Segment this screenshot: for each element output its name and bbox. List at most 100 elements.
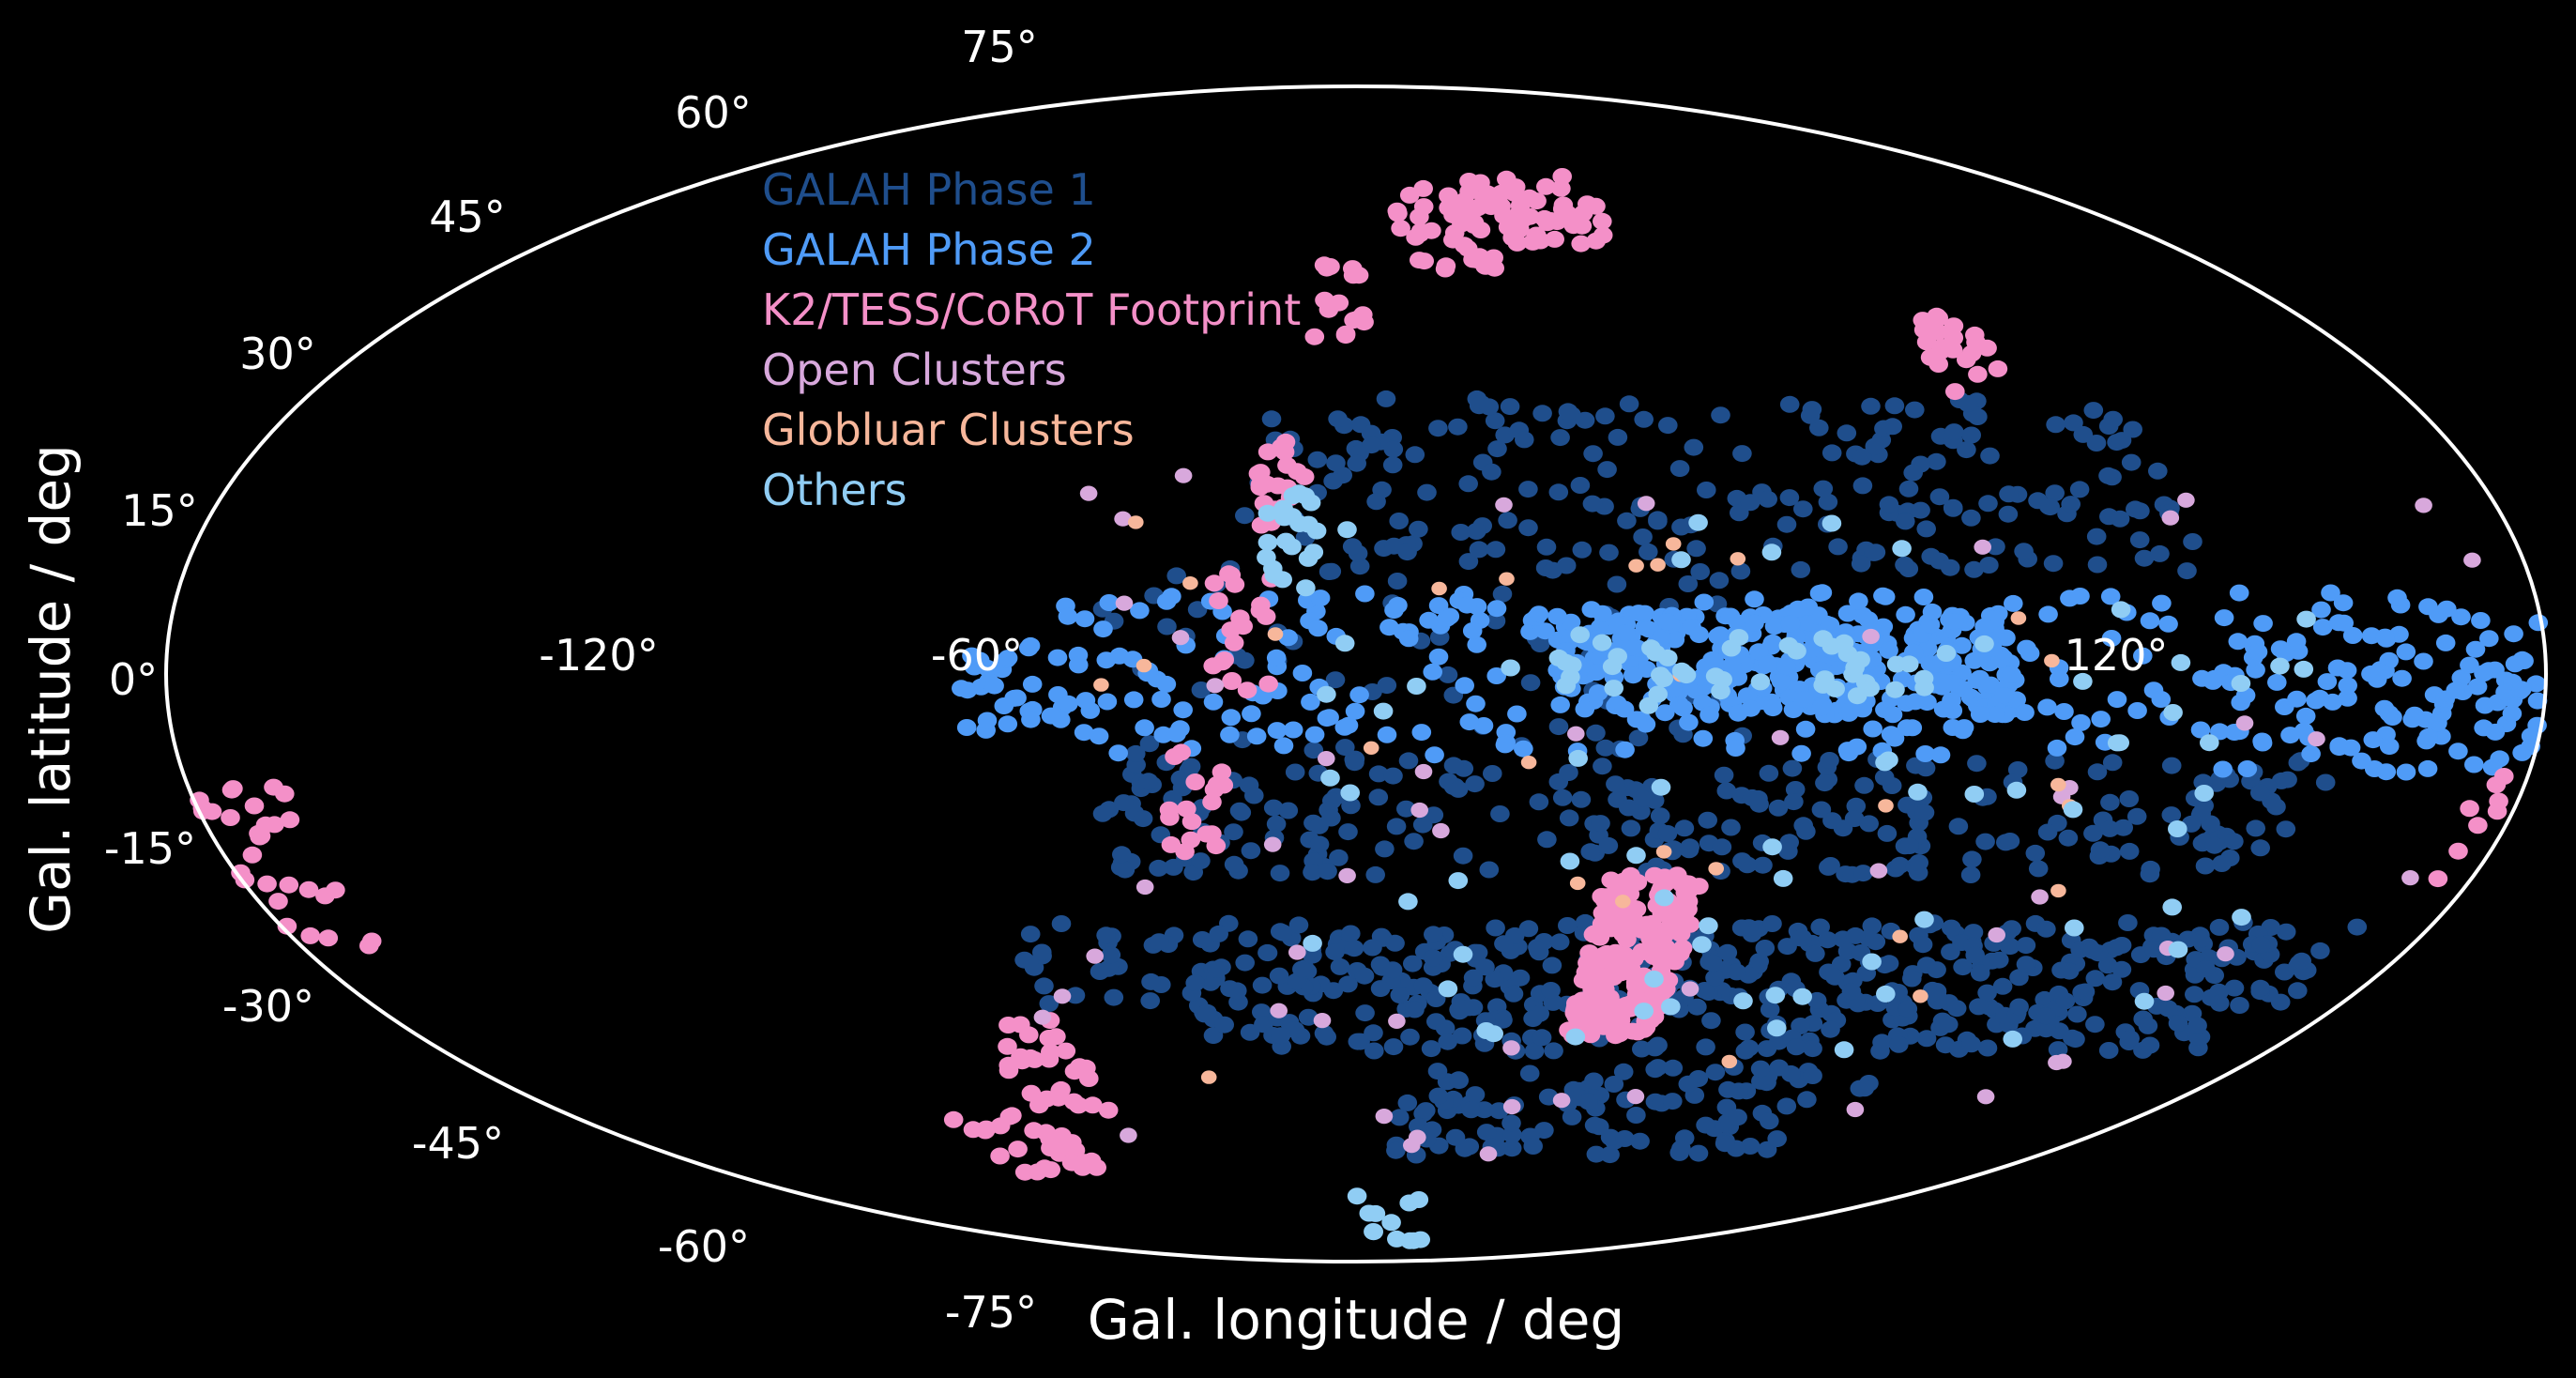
data-point (1556, 653, 1576, 671)
data-point (1663, 1093, 1683, 1110)
data-point (1716, 782, 1737, 800)
data-point (1323, 982, 1344, 1000)
data-point (1037, 1090, 1057, 1108)
data-point (1263, 799, 1284, 817)
data-point (2270, 993, 2291, 1011)
data-point (1779, 489, 1800, 507)
data-point (2428, 870, 2448, 888)
data-point (2101, 630, 2122, 647)
data-point (1439, 187, 1458, 205)
data-point (2192, 669, 2212, 687)
data-point (2321, 584, 2340, 602)
data-point (1599, 544, 1619, 561)
data-point (1604, 680, 1623, 697)
data-point (1619, 799, 1639, 817)
data-point (1696, 1038, 1715, 1056)
data-point (1584, 925, 1605, 942)
data-point (1762, 699, 1783, 717)
data-point (1780, 615, 1801, 633)
data-point (1385, 934, 1405, 952)
x-tick-label: -60° (931, 630, 1023, 681)
data-point (1404, 833, 1424, 850)
data-point (1386, 818, 1407, 835)
data-point (277, 917, 297, 935)
data-point (1688, 1144, 1709, 1162)
data-point (2085, 1016, 2105, 1034)
data-point (1693, 729, 1714, 747)
data-point (2143, 941, 2164, 958)
data-point (1884, 397, 1905, 415)
data-point (1529, 605, 1549, 623)
data-point (1436, 257, 1456, 275)
data-point (1913, 589, 1934, 605)
legend-entry: K2/TESS/CoRoT Footprint (762, 284, 1301, 335)
data-point (1021, 711, 1041, 728)
data-point (1530, 635, 1550, 652)
data-point (1047, 649, 1068, 666)
data-point (2055, 992, 2076, 1010)
data-point (1863, 720, 1882, 738)
data-point (2151, 691, 2172, 708)
data-point (1304, 328, 1325, 345)
data-point (1252, 976, 1273, 994)
data-point (1079, 485, 1098, 501)
data-point (1954, 719, 1974, 737)
data-point (1992, 977, 2013, 995)
data-point (1524, 1042, 1545, 1060)
data-point (1295, 487, 1316, 505)
data-point (2190, 721, 2211, 739)
data-point (1220, 726, 1240, 743)
data-point (2110, 734, 2129, 752)
data-point (1492, 585, 1513, 603)
data-point (1112, 846, 1132, 864)
data-point (2073, 425, 2094, 443)
data-point (1729, 629, 1749, 647)
data-point (1115, 595, 1134, 611)
data-point (1171, 630, 1190, 646)
data-point (2119, 842, 2140, 860)
data-point (1906, 757, 1926, 774)
data-point (2004, 594, 2023, 612)
data-point (1794, 691, 1815, 708)
data-point (1916, 1030, 1937, 1048)
data-point (1586, 664, 1607, 681)
data-point (1365, 1204, 1386, 1222)
data-point (1443, 757, 1464, 774)
data-point (2162, 898, 2182, 916)
data-point (1428, 1087, 1449, 1105)
data-point (1220, 980, 1240, 998)
data-point (1669, 460, 1690, 478)
data-point (2231, 675, 2251, 692)
data-point (1748, 643, 1769, 661)
data-point (1149, 933, 1169, 951)
data-point (1697, 482, 1716, 498)
data-point (1012, 1052, 1032, 1070)
data-point (1387, 573, 1408, 589)
data-point (1818, 493, 1838, 511)
data-point (1792, 928, 1812, 946)
data-point (1999, 485, 2019, 503)
data-point (1909, 854, 1928, 871)
data-point (2009, 998, 2029, 1016)
data-point (1413, 179, 1433, 197)
data-point (1813, 480, 1834, 498)
data-point (1328, 410, 1348, 428)
data-point (1565, 1028, 1586, 1046)
data-point (1536, 177, 1556, 195)
data-point (2037, 823, 2058, 841)
data-point (1688, 513, 1708, 531)
data-point (1970, 964, 1990, 982)
data-point (1978, 495, 1998, 513)
data-point (1382, 456, 1403, 474)
data-point (1914, 911, 1934, 928)
data-point (1257, 548, 1276, 566)
data-point (2308, 731, 2325, 747)
data-point (2294, 660, 2314, 678)
data-point (1762, 915, 1782, 932)
data-point (2047, 739, 2067, 757)
data-point (1665, 953, 1684, 971)
data-point (1771, 729, 1790, 745)
data-point (1258, 504, 1278, 522)
data-point (2100, 819, 2120, 837)
data-point (1696, 1116, 1715, 1134)
